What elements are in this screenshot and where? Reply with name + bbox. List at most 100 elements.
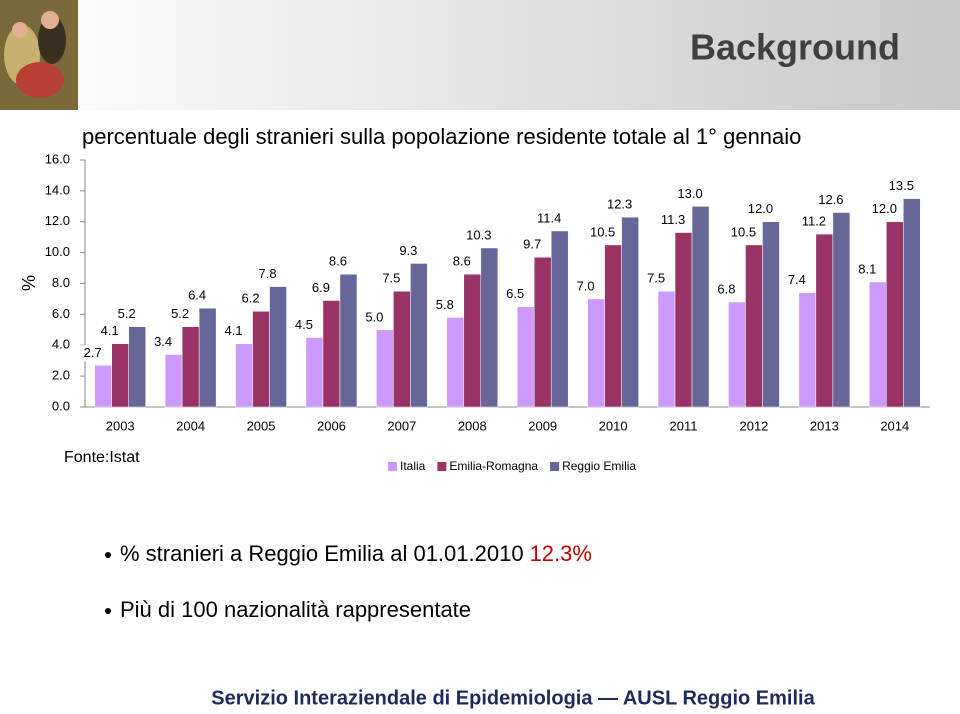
value-label: 11.2: [802, 214, 826, 229]
bar: [94, 365, 112, 408]
bar: [164, 354, 183, 408]
bar: [815, 233, 834, 408]
y-tick-label: 4.0: [52, 337, 70, 352]
bar: [728, 301, 746, 408]
bullet-dot: [105, 552, 111, 558]
value-label: 13.5: [889, 178, 914, 193]
value-label-bg: [816, 192, 845, 209]
value-label: 9.7: [523, 237, 541, 252]
bar: [322, 300, 341, 408]
bar: [604, 244, 622, 408]
value-label: 6.8: [717, 281, 735, 296]
legend-swatch: [437, 462, 447, 471]
value-label-bg: [149, 334, 178, 351]
value-label: 6.9: [312, 280, 330, 295]
bar: [621, 216, 639, 408]
value-label-bg: [95, 323, 124, 340]
value-label-bg: [501, 286, 530, 303]
x-tick-label: 2007: [387, 418, 416, 433]
value-label-bg: [870, 201, 899, 218]
value-label: 7.5: [647, 271, 665, 286]
value-label: 8.6: [453, 254, 471, 269]
bar: [516, 306, 535, 408]
value-label: 6.5: [506, 286, 524, 301]
value-label: 12.6: [818, 192, 843, 207]
bar: [480, 247, 499, 408]
value-label: 11.4: [537, 210, 561, 225]
value-label: 11.3: [661, 212, 685, 227]
value-label: 12.0: [872, 201, 897, 216]
legend-swatch: [550, 462, 560, 471]
value-label: 6.4: [188, 288, 206, 303]
footer: Servizio Interaziendale di Epidemiologia…: [211, 687, 815, 709]
bar: [305, 337, 324, 408]
x-tick-label: 2004: [176, 418, 205, 433]
value-label-bg: [887, 178, 916, 195]
x-tick-label: 2005: [247, 418, 276, 433]
value-label: 5.2: [118, 306, 136, 321]
value-label-bg: [236, 291, 265, 308]
bar: [674, 232, 693, 408]
x-tick-label: 2014: [880, 418, 909, 433]
legend-label: Emilia-Romagna: [449, 459, 538, 473]
bar: [657, 290, 676, 408]
value-label: 10.3: [466, 227, 491, 242]
x-tick-label: 2006: [317, 418, 346, 433]
bullet-dot: [105, 608, 111, 614]
value-label-bg: [112, 306, 141, 323]
value-label-bg: [166, 306, 195, 323]
value-label-bg: [306, 280, 335, 297]
value-label: 12.3: [607, 197, 632, 212]
value-label: 4.5: [295, 317, 313, 332]
value-label-bg: [447, 254, 476, 271]
value-label: 7.5: [382, 271, 400, 286]
legend-label: Reggio Emilia: [562, 459, 636, 473]
bar: [252, 311, 270, 408]
bar: [533, 257, 552, 408]
y-axis-label: %: [19, 275, 39, 291]
value-label-bg: [535, 211, 564, 228]
x-tick-label: 2013: [810, 418, 839, 433]
value-label-bg: [676, 186, 705, 203]
bar: [762, 221, 780, 408]
painting: [0, 0, 78, 110]
value-label-bg: [253, 266, 282, 283]
value-label-bg: [729, 224, 758, 241]
value-label-bg: [394, 243, 423, 260]
y-tick-label: 6.0: [52, 306, 70, 321]
value-label: 8.1: [858, 261, 876, 276]
y-tick-label: 0.0: [52, 398, 70, 413]
value-label-bg: [782, 272, 811, 289]
value-label: 13.0: [677, 186, 702, 201]
value-label: 2.7: [84, 345, 102, 360]
bar: [886, 221, 904, 408]
bar: [550, 230, 569, 408]
x-tick-label: 2003: [106, 418, 135, 433]
value-label-bg: [377, 271, 406, 288]
value-label-bg: [289, 317, 318, 334]
bar: [832, 212, 851, 408]
bar: [181, 326, 200, 408]
value-label-bg: [430, 297, 459, 314]
bullet-main: % stranieri a Reggio Emilia al 01.01.201…: [120, 541, 524, 566]
chart-title: percentuale degli stranieri sulla popola…: [82, 124, 801, 149]
x-tick-label: 2009: [528, 418, 557, 433]
x-tick-label: 2011: [670, 418, 698, 433]
y-tick-label: 14.0: [45, 182, 70, 197]
value-label-bg: [712, 282, 741, 299]
bar: [798, 292, 817, 408]
value-label-bg: [78, 345, 107, 362]
bar: [869, 281, 887, 408]
bar: [463, 273, 482, 408]
bar: [745, 244, 763, 408]
legend-swatch: [388, 462, 397, 471]
value-label: 6.2: [242, 291, 260, 306]
value-label: 7.0: [577, 278, 595, 293]
bullet-text: Più di 100 nazionalità rappresentate: [120, 597, 471, 622]
bullet-text: % stranieri a Reggio Emilia al 01.01.201…: [120, 541, 592, 566]
x-tick-label: 2008: [458, 418, 487, 433]
value-label: 10.5: [731, 224, 756, 239]
y-tick-label: 8.0: [52, 275, 70, 290]
value-label-bg: [183, 288, 212, 305]
x-tick-label: 2010: [599, 418, 628, 433]
